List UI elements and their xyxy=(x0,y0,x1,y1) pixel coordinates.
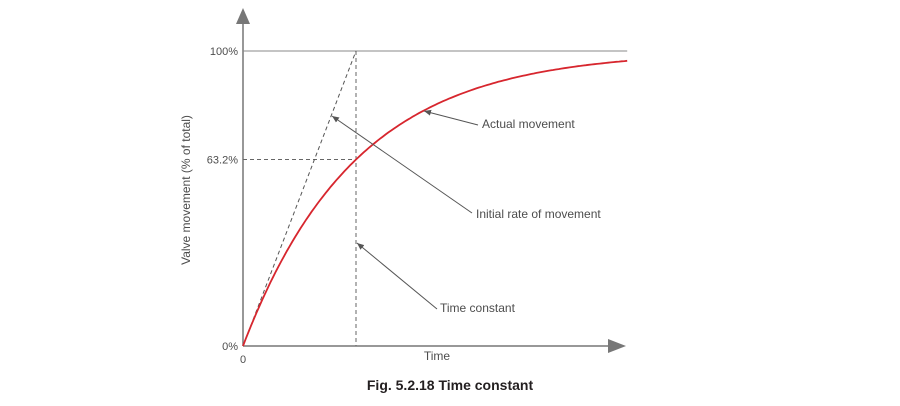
y-axis-label: Valve movement (% of total) xyxy=(179,115,193,265)
actual-movement-label: Actual movement xyxy=(482,117,575,131)
x-origin-label: 0 xyxy=(240,354,246,366)
figure-caption: Fig. 5.2.18 Time constant xyxy=(366,377,534,393)
actual-movement-leader xyxy=(423,109,479,126)
x-axis-arrow xyxy=(608,339,626,353)
initial-rate-label: Initial rate of movement xyxy=(476,207,601,221)
x-axis-label: Time xyxy=(424,349,451,363)
time-constant-leader xyxy=(356,242,438,310)
initial-rate-line xyxy=(242,50,357,347)
time-constant-chart: 0% 63.2% 100% 0 Time Valve movement (% o… xyxy=(179,8,628,366)
actual-movement-curve xyxy=(242,59,628,347)
y-axis-arrow xyxy=(236,8,250,24)
y-tick-label-63-2: 63.2% xyxy=(207,155,238,167)
y-tick-label-0: 0% xyxy=(222,341,238,353)
initial-rate-leader xyxy=(331,115,473,214)
y-tick-label-100: 100% xyxy=(210,46,238,58)
time-constant-label: Time constant xyxy=(440,301,516,315)
